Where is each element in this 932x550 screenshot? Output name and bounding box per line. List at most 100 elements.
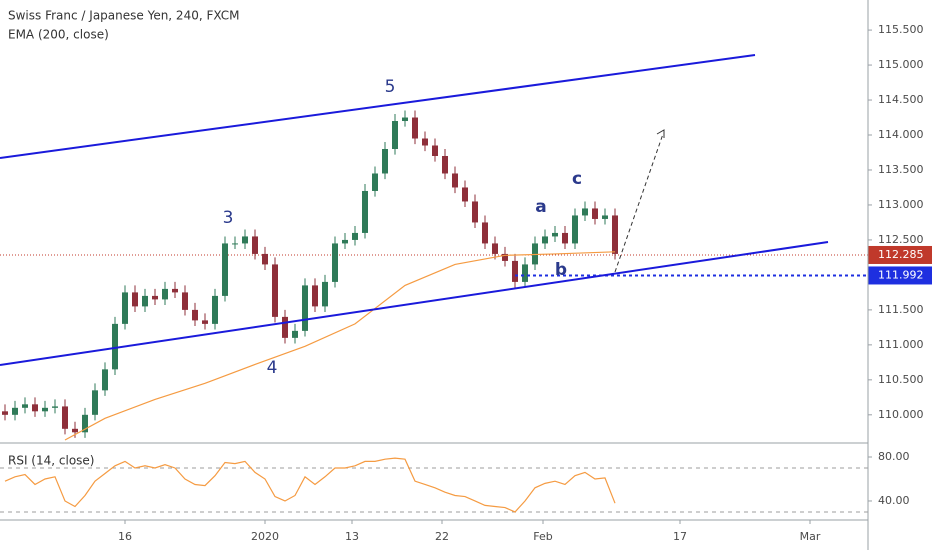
y-tick-label: 111.500 [878, 303, 924, 316]
candle-body [282, 316, 288, 338]
candle-body [542, 236, 548, 244]
candle-body [332, 243, 338, 282]
y-tick-label: 40.00 [878, 494, 910, 507]
wave-label: c [572, 169, 582, 189]
candle-body [592, 208, 598, 219]
price-pane: 110.000 110.500 111.000 111.500 112.500 113.0… [0, 23, 932, 543]
candle-body [102, 369, 108, 391]
candle-body [462, 187, 468, 202]
candle-body [242, 236, 248, 244]
indicator-title: EMA (200, close) [8, 28, 109, 42]
candle-body [442, 155, 448, 174]
y-tick-label: 113.500 [878, 163, 924, 176]
candle-body [12, 407, 18, 415]
x-tick-label: Feb [533, 530, 552, 543]
candle-body [132, 292, 138, 307]
candle-body [252, 236, 258, 254]
ema-line [64, 251, 616, 441]
candle-body [2, 411, 8, 415]
candle-body [62, 406, 68, 429]
candle-body [182, 292, 188, 310]
candle-body [452, 173, 458, 188]
projection-arrow [614, 133, 664, 273]
candle-body [412, 117, 418, 139]
wave-label: 3 [223, 208, 234, 228]
candle-body [322, 281, 328, 307]
candle-body [502, 253, 508, 261]
candle-body [472, 201, 478, 223]
last-price-label: 112.285 [878, 248, 924, 261]
x-tick-label: Mar [800, 530, 821, 543]
candle-body [52, 406, 58, 408]
candle-body [352, 232, 358, 240]
level-label: 111.992 [878, 268, 924, 281]
x-tick-label: 16 [118, 530, 132, 543]
candle-body [222, 243, 228, 296]
chart-title: Swiss Franc / Japanese Yen, 240, FXCM [8, 9, 239, 23]
x-tick-label: 17 [673, 530, 687, 543]
candle-body [272, 264, 278, 317]
rsi-line [4, 457, 616, 513]
x-tick-label: 22 [435, 530, 449, 543]
candle-body [572, 215, 578, 244]
wave-label: 4 [267, 358, 278, 378]
x-tick-label: 13 [345, 530, 359, 543]
candle-body [302, 285, 308, 331]
candle-body [232, 243, 238, 245]
candle-body [402, 117, 408, 122]
candle-body [602, 215, 608, 219]
candle-body [512, 260, 518, 282]
candle-body [292, 330, 298, 338]
candle-body [92, 390, 98, 415]
x-tick-label: 2020 [251, 530, 279, 543]
y-tick-label: 111.000 [878, 338, 924, 351]
y-tick-label: 112.500 [878, 233, 924, 246]
y-tick-label: 110.000 [878, 408, 924, 421]
wave-label: b [555, 260, 567, 280]
candle-body [522, 264, 528, 282]
y-tick-label: 113.000 [878, 198, 924, 211]
candle-body [392, 121, 398, 149]
candle-body [422, 138, 428, 146]
candle-body [162, 288, 168, 300]
candle-body [172, 288, 178, 293]
candle-body [112, 323, 118, 370]
candle-body [82, 414, 88, 433]
channel-lower [0, 241, 829, 366]
candle-body [432, 145, 438, 156]
candle-body [382, 148, 388, 174]
y-tick-label: 114.500 [878, 93, 924, 106]
candle-body [552, 232, 558, 237]
candle-body [212, 295, 218, 324]
y-tick-label: 80.00 [878, 450, 910, 463]
wave-label: 5 [385, 77, 396, 97]
last-price-tag [868, 245, 932, 264]
channel-upper [0, 54, 756, 159]
candle-body [482, 222, 488, 244]
candle-body [22, 404, 28, 408]
candle-body [562, 232, 568, 244]
candle-body [582, 208, 588, 216]
candle-body [32, 404, 38, 412]
candle-body [42, 407, 48, 412]
y-tick-label: 114.000 [878, 128, 924, 141]
rsi-title: RSI (14, close) [8, 454, 94, 468]
candle-body [262, 253, 268, 265]
y-tick-label: 115.000 [878, 58, 924, 71]
candle-body [152, 295, 158, 300]
candle-body [492, 243, 498, 254]
candle-body [342, 239, 348, 244]
candle-body [72, 428, 78, 433]
candle-body [202, 320, 208, 324]
candle-body [312, 285, 318, 307]
wave-label: a [535, 197, 546, 217]
candle-body [612, 215, 618, 254]
candle-body [362, 190, 368, 233]
candle-body [142, 295, 148, 307]
candle-body [192, 309, 198, 321]
candle-body [122, 292, 128, 324]
level-tag [868, 266, 932, 285]
arrow-head [656, 129, 665, 138]
